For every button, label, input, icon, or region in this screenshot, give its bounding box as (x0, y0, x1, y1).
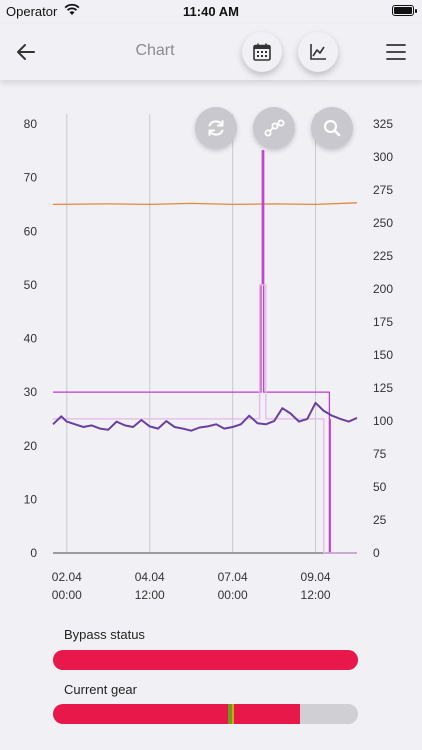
x-tick-label: 07.04 (218, 570, 248, 584)
y-right-tick-label: 50 (373, 480, 387, 494)
y-left-tick-label: 70 (24, 171, 38, 185)
y-right-tick-label: 250 (373, 216, 393, 230)
status-bar: Operator 11:40 AM (0, 0, 422, 24)
current-gear-bar (53, 704, 358, 724)
y-left-tick-label: 40 (24, 332, 38, 346)
y-right-tick-label: 150 (373, 348, 393, 362)
y-left-tick-label: 0 (30, 546, 37, 560)
chart-button[interactable] (298, 32, 338, 72)
refresh-icon (208, 120, 224, 136)
nodes-button[interactable] (253, 107, 295, 149)
y-right-tick-label: 100 (373, 414, 393, 428)
current-gear-label: Current gear (64, 682, 137, 697)
current-gear-marker (228, 704, 233, 724)
bypass-status-fill (53, 650, 358, 670)
back-arrow-icon[interactable] (12, 38, 40, 66)
line-chart-icon (310, 44, 326, 60)
wifi-icon (64, 3, 80, 19)
clock: 11:40 AM (183, 4, 239, 19)
y-right-tick-label: 200 (373, 282, 393, 296)
hamburger-menu-icon[interactable] (384, 40, 408, 64)
nav-bar: Chart (0, 24, 422, 80)
calendar-icon (253, 43, 271, 61)
refresh-button[interactable] (195, 107, 237, 149)
y-left-tick-label: 10 (24, 492, 38, 506)
x-tick-label: 02.04 (52, 570, 82, 584)
page-title: Chart (135, 42, 175, 59)
current-gear-fill (53, 704, 301, 724)
y-left-tick-label: 30 (24, 385, 38, 399)
x-tick-label: 00:00 (52, 588, 82, 602)
series-line (53, 284, 357, 554)
y-left-tick-label: 80 (24, 117, 38, 131)
series-line (53, 150, 331, 554)
y-right-tick-label: 300 (373, 150, 393, 164)
y-left-tick-label: 20 (24, 439, 38, 453)
bypass-status-bar (53, 650, 358, 670)
x-tick-label: 00:00 (218, 588, 248, 602)
series-line (52, 202, 358, 206)
y-left-tick-label: 50 (24, 278, 38, 292)
y-right-tick-label: 225 (373, 249, 393, 263)
y-right-tick-label: 275 (373, 183, 393, 197)
series-line (52, 401, 358, 432)
zoom-icon (323, 119, 341, 137)
y-right-tick-label: 325 (373, 117, 393, 131)
line-chart[interactable]: 0 10 20 30 40 50 60 70 80 0 25 50 75 100 125 150 175 200 2… (0, 80, 422, 620)
y-right-tick-label: 175 (373, 315, 393, 329)
chart-area[interactable]: 0 10 20 30 40 50 60 70 80 0 25 50 75 100 125 150 175 200 2… (0, 80, 422, 620)
calendar-button[interactable] (242, 32, 282, 72)
y-right-tick-label: 75 (373, 447, 387, 461)
x-tick-label: 04.04 (135, 570, 165, 584)
y-left-tick-label: 60 (24, 224, 38, 238)
current-gear-marker-accent (232, 704, 235, 724)
x-tick-label: 12:00 (301, 588, 331, 602)
x-tick-label: 09.04 (301, 570, 331, 584)
y-right-tick-label: 125 (373, 381, 393, 395)
y-right-tick-label: 25 (373, 513, 387, 527)
battery-icon (392, 5, 417, 16)
nodes-icon (264, 119, 285, 137)
carrier-label: Operator (6, 4, 58, 19)
y-right-tick-label: 0 (373, 546, 380, 560)
x-tick-label: 12:00 (135, 588, 165, 602)
zoom-button[interactable] (311, 107, 353, 149)
bypass-status-label: Bypass status (64, 627, 145, 642)
